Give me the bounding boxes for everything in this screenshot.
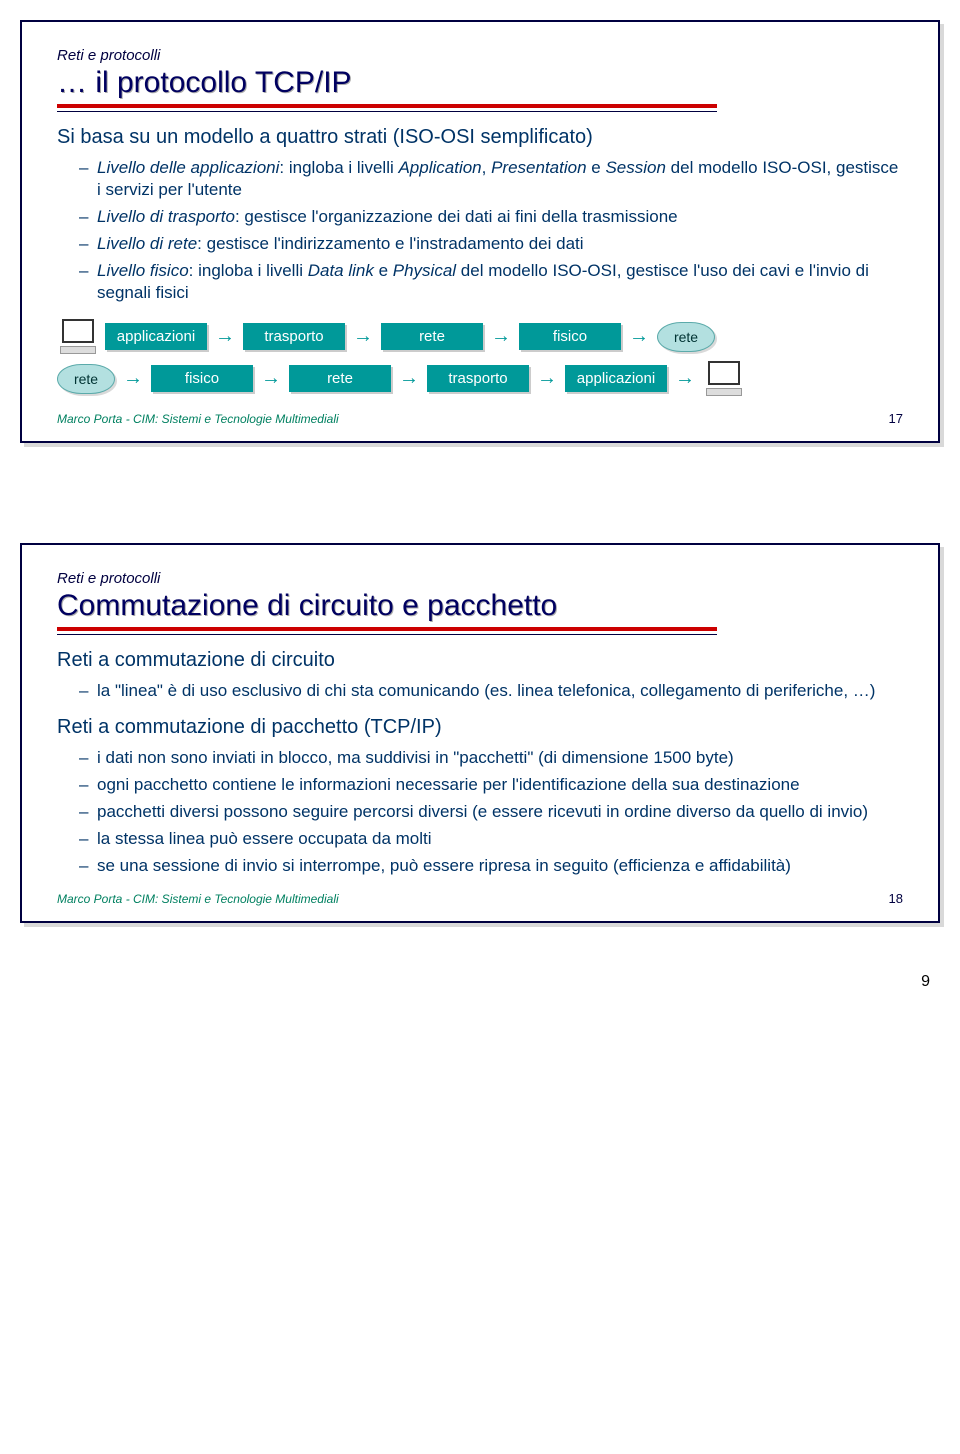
layer-box: trasporto [243, 323, 345, 350]
lead-text: Si basa su un modello a quattro strati (… [57, 126, 903, 149]
arrow-icon: → [535, 367, 559, 390]
arrow-icon: → [213, 325, 237, 348]
network-cloud-icon: rete [57, 364, 115, 394]
slide-commutazione: Reti e protocolli Commutazione di circui… [20, 543, 940, 924]
bullet-list: la "linea" è di uso esclusivo di chi sta… [57, 680, 903, 702]
bullet-item: Livello di rete: gestisce l'indirizzamen… [79, 233, 903, 255]
bullet-list: Livello delle applicazioni: ingloba i li… [57, 157, 903, 305]
page-number: 9 [20, 973, 930, 991]
arrow-icon: → [397, 367, 421, 390]
slide-footer: Marco Porta - CIM: Sistemi e Tecnologie … [57, 891, 903, 906]
title-rule [57, 627, 903, 635]
slide-tcp-ip: Reti e protocolli … il protocollo TCP/IP… [20, 20, 940, 443]
bullet-item: la "linea" è di uso esclusivo di chi sta… [79, 680, 903, 702]
arrow-icon: → [259, 367, 283, 390]
arrow-icon: → [351, 325, 375, 348]
bullet-item: Livello di trasporto: gestisce l'organiz… [79, 206, 903, 228]
title-rule [57, 104, 903, 112]
section-heading: Reti a commutazione di circuito [57, 649, 903, 672]
bullet-item: i dati non sono inviati in blocco, ma su… [79, 747, 903, 769]
bullet-item: ogni pacchetto contiene le informazioni … [79, 774, 903, 796]
bullet-item: Livello fisico: ingloba i livelli Data l… [79, 260, 903, 304]
layer-box: applicazioni [565, 365, 667, 392]
computer-icon [703, 361, 745, 397]
arrow-icon: → [489, 325, 513, 348]
slide-title: … il protocollo TCP/IP [57, 66, 903, 100]
layer-box: applicazioni [105, 323, 207, 350]
arrow-icon: → [673, 367, 697, 390]
pretitle: Reti e protocolli [57, 570, 903, 587]
pretitle: Reti e protocolli [57, 47, 903, 64]
layer-box: rete [381, 323, 483, 350]
arrow-icon: → [627, 325, 651, 348]
bullet-item: pacchetti diversi possono seguire percor… [79, 801, 903, 823]
slide-title: Commutazione di circuito e pacchetto [57, 589, 903, 623]
network-cloud-icon: rete [657, 322, 715, 352]
layer-box: rete [289, 365, 391, 392]
layer-box: trasporto [427, 365, 529, 392]
slide-number: 17 [889, 411, 903, 426]
layer-box: fisico [519, 323, 621, 350]
bullet-item: Livello delle applicazioni: ingloba i li… [79, 157, 903, 201]
slide-footer: Marco Porta - CIM: Sistemi e Tecnologie … [57, 411, 903, 426]
bullet-item: se una sessione di invio si interrompe, … [79, 855, 903, 877]
slide-number: 18 [889, 891, 903, 906]
layer-box: fisico [151, 365, 253, 392]
computer-icon [57, 319, 99, 355]
diagram-row-top: applicazioni → trasporto → rete → fisico… [57, 319, 903, 355]
diagram-row-bottom: rete → fisico → rete → trasporto → appli… [57, 361, 903, 397]
arrow-icon: → [121, 367, 145, 390]
section-heading: Reti a commutazione di pacchetto (TCP/IP… [57, 716, 903, 739]
bullet-item: la stessa linea può essere occupata da m… [79, 828, 903, 850]
footer-text: Marco Porta - CIM: Sistemi e Tecnologie … [57, 892, 339, 906]
footer-text: Marco Porta - CIM: Sistemi e Tecnologie … [57, 412, 339, 426]
bullet-list: i dati non sono inviati in blocco, ma su… [57, 747, 903, 877]
